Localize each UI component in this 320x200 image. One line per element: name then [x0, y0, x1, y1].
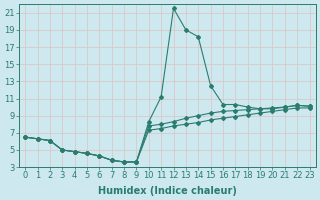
X-axis label: Humidex (Indice chaleur): Humidex (Indice chaleur) — [98, 186, 237, 196]
